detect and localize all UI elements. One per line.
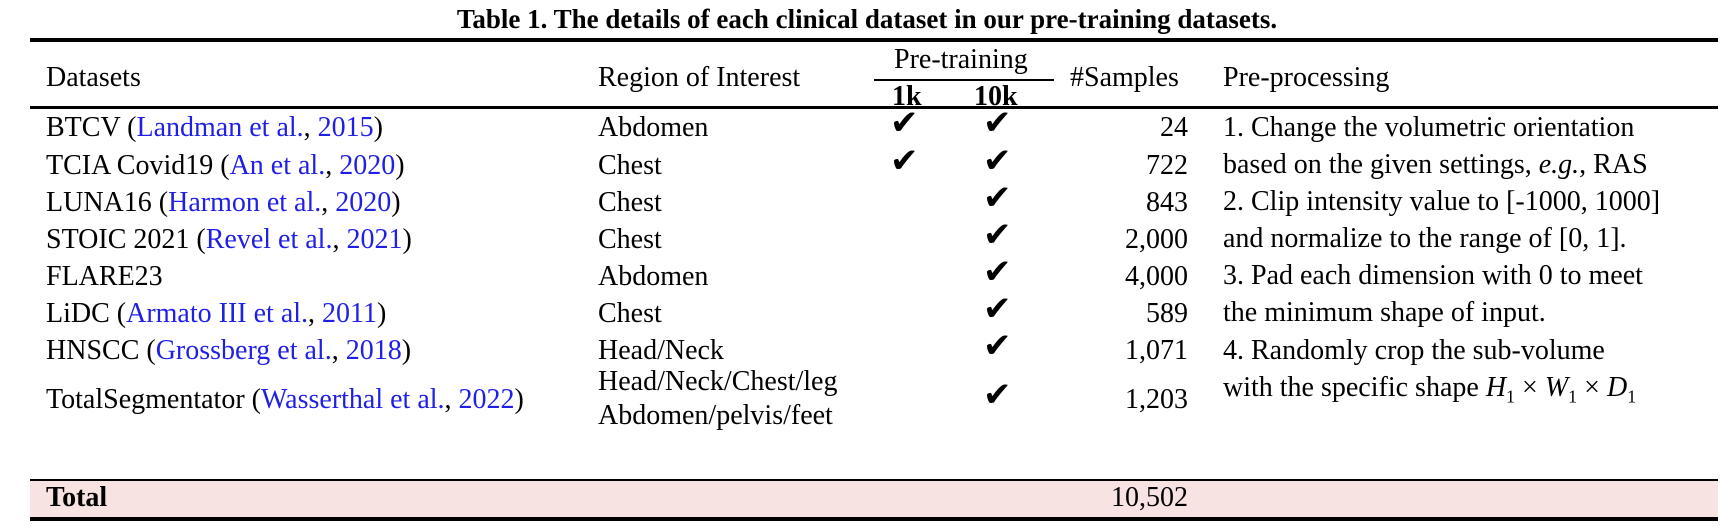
- preprocessing-step-cont: based on the given settings, e.g., RAS: [1223, 149, 1648, 180]
- header-datasets: Datasets: [46, 62, 141, 93]
- preprocessing-step: 4. Randomly crop the sub-volume: [1223, 335, 1605, 366]
- pretraining-underline: [874, 79, 1054, 81]
- check-10k-icon: ✔: [983, 375, 1012, 415]
- header-region: Region of Interest: [598, 62, 801, 93]
- region-of-interest: Head/Neck: [598, 335, 724, 366]
- header-preprocessing: Pre-processing: [1223, 62, 1390, 93]
- total-row-background: [30, 480, 1718, 518]
- citation-year-link[interactable]: 2011: [322, 298, 377, 329]
- dataset-name: FLARE23: [46, 261, 163, 292]
- sample-count: 2,000: [1125, 224, 1188, 255]
- sample-count: 1,203: [1125, 384, 1188, 415]
- dataset-name: LUNA16 (Harmon et al., 2020): [46, 187, 401, 218]
- times-symbol: ×: [1515, 372, 1545, 403]
- total-samples: 10,502: [1111, 482, 1188, 513]
- check-10k-icon: ✔: [983, 252, 1012, 292]
- check-10k-icon: ✔: [983, 215, 1012, 255]
- citation-year-link[interactable]: 2020: [335, 187, 392, 218]
- citation-author-link[interactable]: An et al.: [229, 150, 326, 181]
- table-caption: Table 1. The details of each clinical da…: [456, 4, 1278, 34]
- math-variable: D: [1606, 372, 1628, 403]
- region-of-interest: Abdomen/pelvis/feet: [598, 400, 833, 431]
- citation-year-link[interactable]: 2018: [345, 335, 402, 366]
- dataset-name: TotalSegmentator (Wasserthal et al., 202…: [46, 384, 524, 415]
- dataset-name: LiDC (Armato III et al., 2011): [46, 298, 387, 329]
- total-rule: [30, 479, 1718, 481]
- check-10k-icon: ✔: [983, 141, 1012, 181]
- check-10k-icon: ✔: [983, 289, 1012, 329]
- check-10k-icon: ✔: [983, 326, 1012, 366]
- math-variable: W: [1544, 372, 1569, 403]
- dataset-name: HNSCC (Grossberg et al., 2018): [46, 335, 412, 366]
- math-subscript: 1: [1627, 386, 1637, 407]
- citation-year-link[interactable]: 2020: [339, 150, 396, 181]
- sample-count: 4,000: [1125, 261, 1188, 292]
- preprocessing-step-cont: the minimum shape of input.: [1223, 297, 1546, 328]
- dataset-name: BTCV (Landman et al., 2015): [46, 112, 383, 143]
- sample-count: 589: [1146, 298, 1188, 329]
- bottom-rule: [30, 517, 1718, 521]
- example-abbrev: e.g.: [1538, 149, 1580, 180]
- citation-author-link[interactable]: Landman et al.: [136, 112, 304, 143]
- citation-author-link[interactable]: Armato III et al.: [126, 298, 309, 329]
- math-subscript: 1: [1506, 386, 1516, 407]
- citation-author-link[interactable]: Grossberg et al.: [155, 335, 332, 366]
- preprocessing-step-cont: with the specific shape H1 × W1 × D1: [1223, 372, 1637, 407]
- math-variable: H: [1485, 372, 1507, 403]
- preprocessing-step-cont: and normalize to the range of [0, 1].: [1223, 223, 1627, 254]
- dataset-name: TCIA Covid19 (An et al., 2020): [46, 150, 405, 181]
- citation-year-link[interactable]: 2022: [458, 384, 515, 415]
- math-subscript: 1: [1568, 386, 1578, 407]
- header-samples: #Samples: [1070, 62, 1179, 93]
- top-rule: [30, 38, 1718, 42]
- region-of-interest: Chest: [598, 224, 662, 255]
- times-symbol: ×: [1577, 372, 1607, 403]
- region-of-interest: Abdomen: [598, 261, 709, 292]
- header-10k: 10k: [974, 81, 1018, 112]
- header-1k: 1k: [892, 81, 922, 112]
- citation-year-link[interactable]: 2021: [346, 224, 403, 255]
- sample-count: 1,071: [1125, 335, 1188, 366]
- citation-author-link[interactable]: Wasserthal et al.: [260, 384, 445, 415]
- citation-author-link[interactable]: Revel et al.: [205, 224, 333, 255]
- header-pretraining: Pre-training: [894, 44, 1028, 75]
- dataset-name: STOIC 2021 (Revel et al., 2021): [46, 224, 412, 255]
- citation-year-link[interactable]: 2015: [317, 112, 374, 143]
- total-label: Total: [46, 482, 108, 513]
- check-1k-icon: ✔: [890, 103, 919, 143]
- region-of-interest: Chest: [598, 298, 662, 329]
- citation-author-link[interactable]: Harmon et al.: [168, 187, 322, 218]
- preprocessing-step: 3. Pad each dimension with 0 to meet: [1223, 260, 1643, 291]
- region-of-interest: Chest: [598, 150, 662, 181]
- sample-count: 24: [1160, 112, 1188, 143]
- region-of-interest: Head/Neck/Chest/leg: [598, 366, 838, 397]
- region-of-interest: Chest: [598, 187, 662, 218]
- preprocessing-step: 1. Change the volumetric orientation: [1223, 112, 1635, 143]
- preprocessing-step: 2. Clip intensity value to [-1000, 1000]: [1223, 186, 1661, 217]
- sample-count: 722: [1146, 150, 1188, 181]
- check-10k-icon: ✔: [983, 178, 1012, 218]
- sample-count: 843: [1146, 187, 1188, 218]
- region-of-interest: Abdomen: [598, 112, 709, 143]
- check-1k-icon: ✔: [890, 141, 919, 181]
- check-10k-icon: ✔: [983, 103, 1012, 143]
- header-rule: [30, 106, 1718, 109]
